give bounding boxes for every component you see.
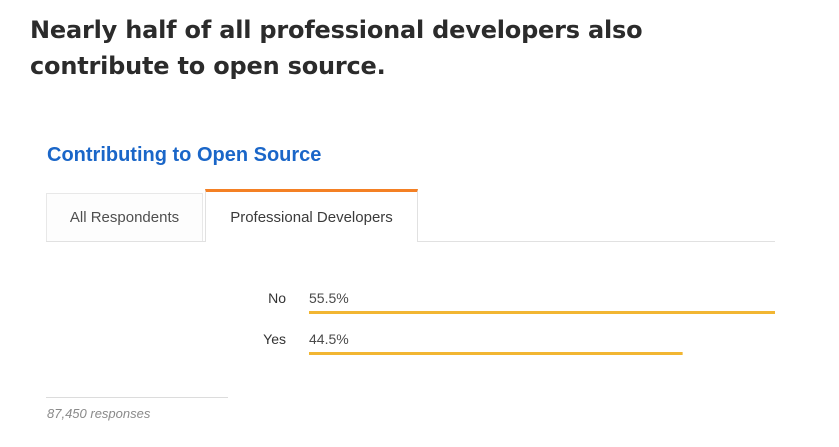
headline: Nearly half of all professional develope… (30, 16, 643, 80)
chart-title: Contributing to Open Source (47, 144, 322, 166)
response-count: 87,450 responses (47, 406, 151, 421)
tab-bar: All Respondents Professional Developers (46, 189, 775, 242)
tab-all-respondents[interactable]: All Respondents (46, 193, 203, 241)
category-label: No (268, 290, 286, 306)
category-label: Yes (263, 331, 286, 347)
bar (309, 352, 683, 355)
value-label: 55.5% (309, 290, 349, 306)
tab-professional-developers[interactable]: Professional Developers (205, 189, 418, 242)
value-label: 44.5% (309, 331, 349, 347)
divider (46, 397, 228, 398)
bar (309, 311, 775, 314)
